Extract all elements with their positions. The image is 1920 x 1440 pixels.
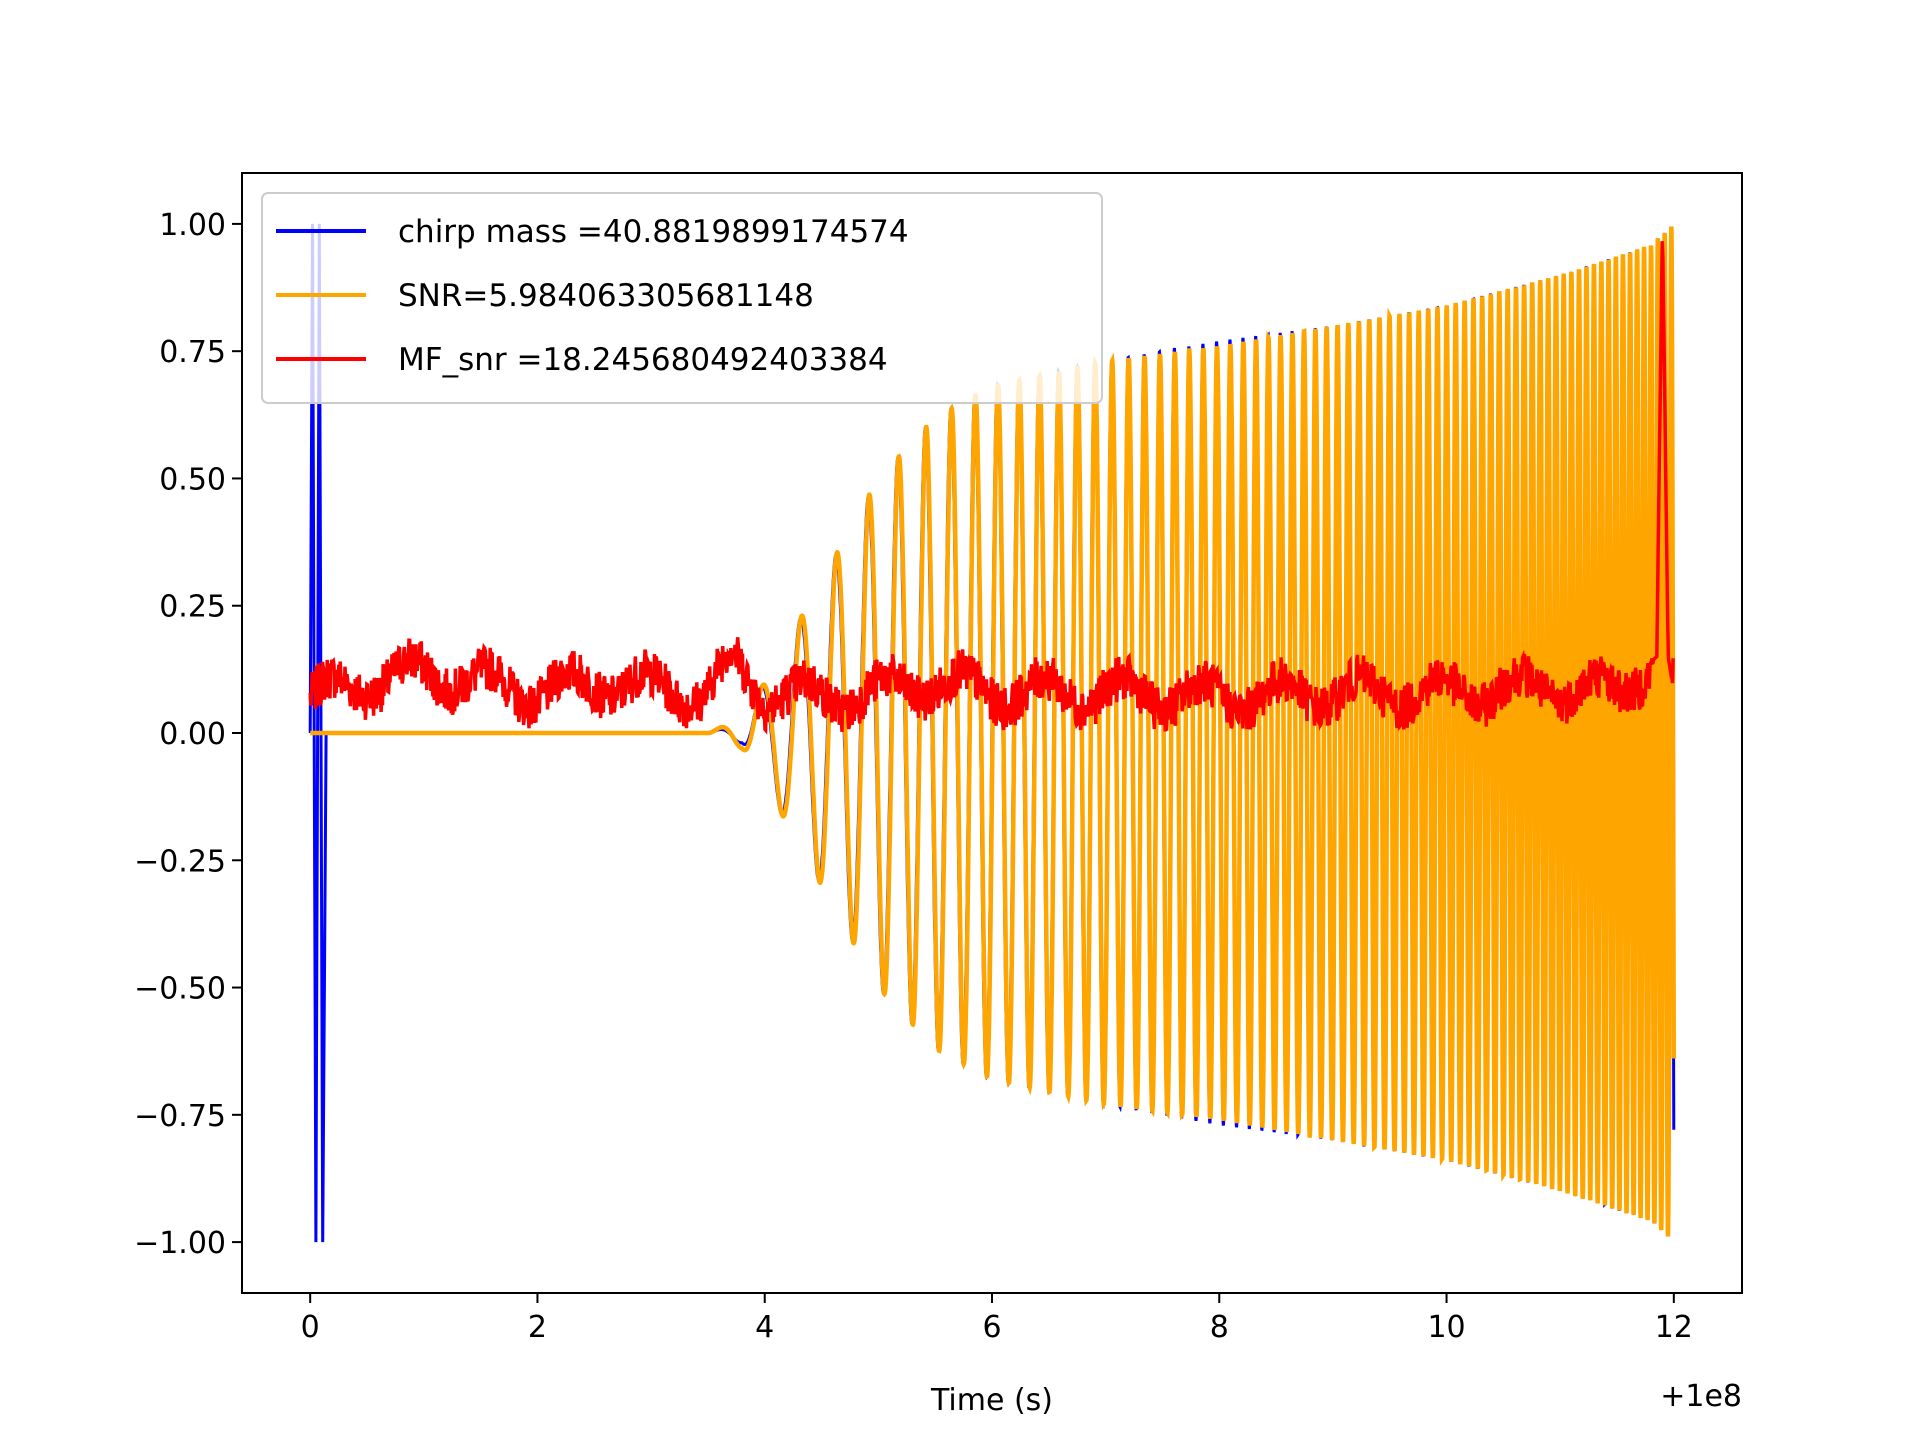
x-tick-label: 4 (755, 1310, 774, 1345)
y-tick-label: 0.00 (159, 717, 226, 752)
x-tick-label: 6 (982, 1310, 1001, 1345)
legend-box (261, 192, 1103, 404)
ticks-layer: 0 2 4 6 8 10 12 1.00 0.75 0.50 0.25 0.00 −0.25 −0.50 −… (134, 208, 1693, 1345)
y-tick-label: 0.25 (159, 590, 226, 625)
x-tick-label: 2 (528, 1310, 547, 1345)
x-tick-label: 0 (301, 1310, 320, 1345)
y-tick-label: −1.00 (134, 1226, 226, 1261)
x-offset-label: +1e8 (1660, 1379, 1742, 1414)
legend-label: MF_snr =18.245680492403384 (398, 342, 888, 378)
legend-label: chirp mass =40.8819899174574 (398, 214, 909, 250)
x-tick-label: 8 (1210, 1310, 1229, 1345)
legend-label: SNR=5.984063305681148 (398, 278, 814, 314)
series-line-mf-snr (308, 241, 1675, 735)
y-tick-label: 0.50 (159, 462, 226, 497)
x-tick-label: 10 (1427, 1310, 1465, 1345)
series-layer (308, 223, 1677, 1243)
y-tick-label: −0.25 (134, 844, 226, 879)
series-line-snr (310, 226, 1677, 1237)
y-tick-label: 1.00 (159, 208, 226, 243)
x-tick-label: 12 (1655, 1310, 1693, 1345)
x-axis-label: Time (s) (930, 1383, 1053, 1418)
y-tick-label: −0.75 (134, 1099, 226, 1134)
legend: chirp mass =40.8819899174574 SNR=5.984063… (261, 192, 1103, 404)
y-tick-label: 0.75 (159, 335, 226, 370)
y-tick-label: −0.50 (134, 972, 226, 1007)
